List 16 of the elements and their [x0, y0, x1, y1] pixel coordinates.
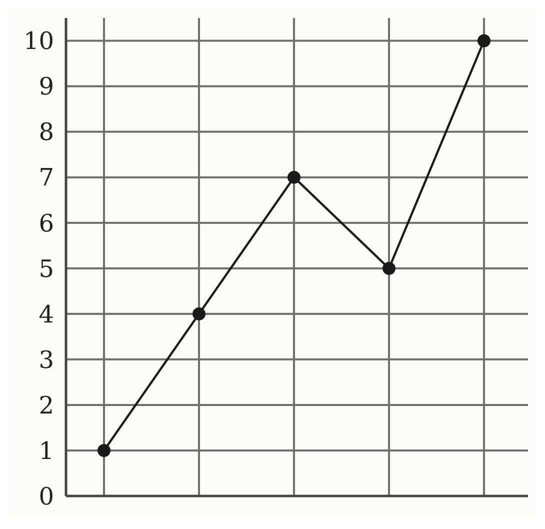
point — [288, 170, 300, 184]
y-tick-label: 0 — [38, 482, 54, 510]
y-tick-label: 3 — [38, 346, 54, 374]
point — [382, 262, 396, 275]
point — [478, 34, 490, 48]
y-tick-label: 9 — [38, 72, 54, 101]
y-tick-label: 8 — [38, 118, 54, 146]
y-tick-label: 6 — [38, 209, 54, 238]
point — [192, 307, 206, 320]
y-tick-label: 2 — [38, 391, 54, 420]
y-tick-label: 5 — [38, 254, 54, 283]
y-tick-label: 1 — [38, 436, 54, 465]
point — [98, 444, 110, 457]
y-tick-label: 4 — [38, 300, 54, 328]
y-tick-label: 7 — [38, 164, 54, 192]
y-tick-label: 10 — [23, 27, 54, 56]
